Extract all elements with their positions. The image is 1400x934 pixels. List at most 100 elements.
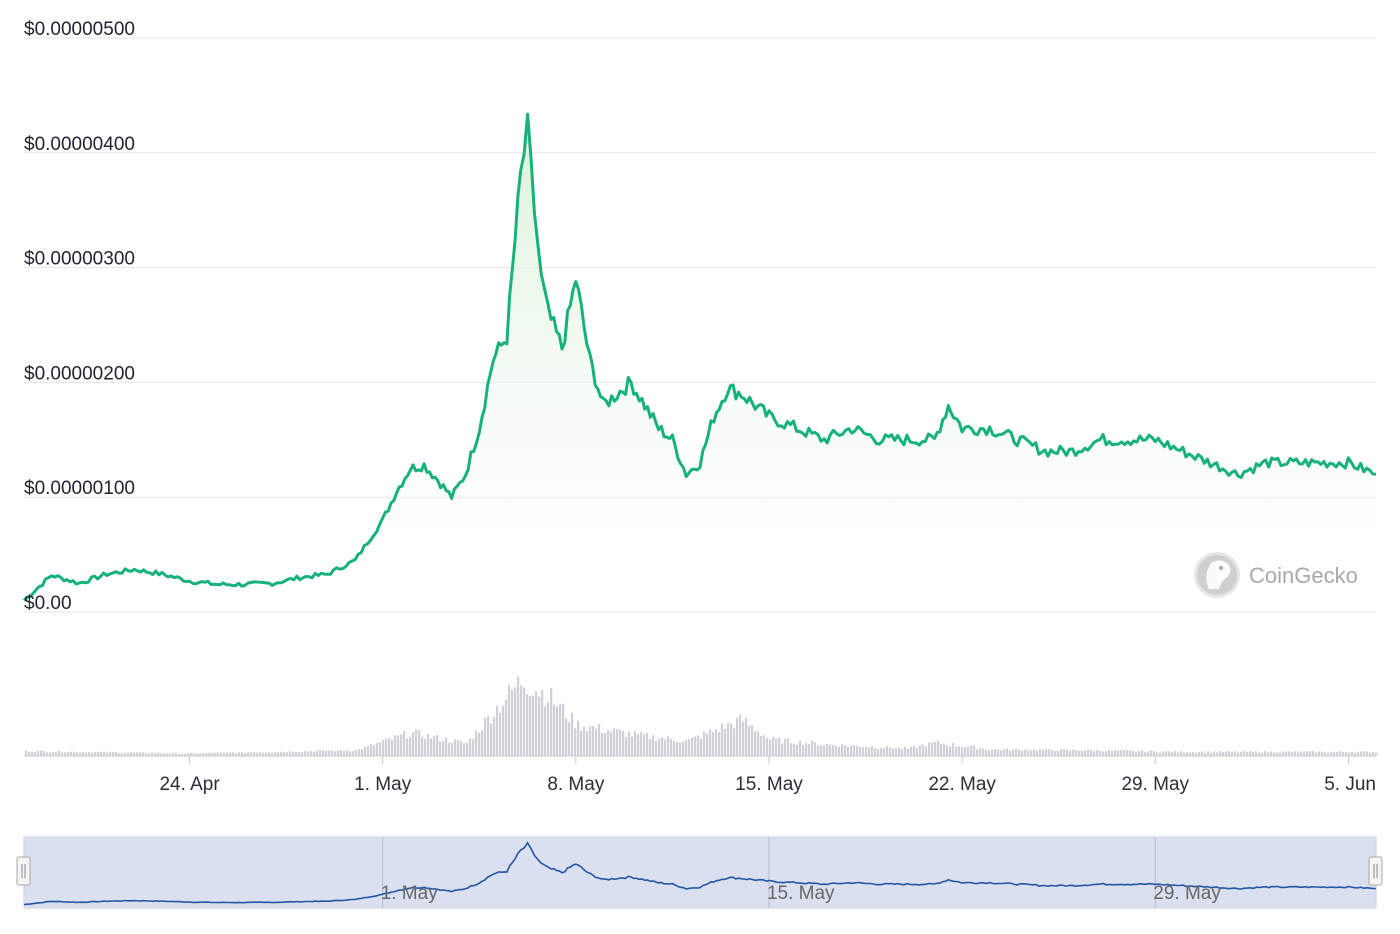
volume-bar (874, 748, 877, 756)
volume-bar (838, 747, 841, 756)
volume-bar (757, 731, 760, 756)
volume-bar (346, 750, 349, 756)
volume-bar (226, 752, 229, 756)
volume-bar (25, 750, 28, 756)
volume-bar (1339, 751, 1342, 756)
volume-bar (91, 752, 94, 756)
volume-bar (505, 699, 508, 756)
volume-bar (1216, 752, 1219, 756)
volume-bar (1165, 751, 1168, 756)
volume-bar (1027, 750, 1030, 756)
volume-bar (1135, 751, 1138, 756)
volume-bar (514, 687, 517, 756)
navigator[interactable]: 1. May 15. May 29. May (16, 836, 1383, 909)
volume-bar (466, 742, 469, 756)
volume-bar (637, 734, 640, 756)
volume-bar (1189, 752, 1192, 756)
volume-bar (946, 745, 949, 756)
volume-bar (352, 751, 355, 756)
volume-bar (259, 752, 262, 756)
volume-bar (751, 725, 754, 756)
volume-bar (1150, 750, 1153, 756)
volume-bar (712, 731, 715, 756)
volume-bar (58, 750, 61, 756)
volume-bar (220, 752, 223, 756)
volume-bar (610, 731, 613, 756)
volume-bar (157, 752, 160, 756)
volume-bar (1159, 752, 1162, 756)
y-tick-label: $0.00000300 (24, 249, 135, 270)
volume-bar (1240, 751, 1243, 756)
volume-bar (487, 716, 490, 756)
volume-bar (1270, 751, 1273, 756)
volume-bar (502, 705, 505, 756)
volume-bar (688, 739, 691, 756)
volume-bar (421, 736, 424, 756)
volume-bar (1111, 750, 1114, 756)
volume-bar (1192, 751, 1195, 756)
volume-bar (898, 747, 901, 756)
volume-bar (550, 688, 553, 756)
volume-bar (805, 742, 808, 756)
volume-bar (1255, 751, 1258, 756)
volume-bar (976, 749, 979, 756)
volume-bar (952, 743, 955, 756)
volume-bar (880, 748, 883, 756)
volume-bar (628, 731, 631, 756)
volume-bar (295, 752, 298, 756)
volume-bar (283, 751, 286, 756)
volume-bar (415, 729, 418, 756)
volume-bar (1267, 752, 1270, 756)
navigator-gridlines (382, 837, 1156, 908)
price-area (24, 114, 1376, 612)
volume-bar (970, 745, 973, 756)
volume-bar (1285, 751, 1288, 756)
volume-bar (457, 740, 460, 756)
navigator-left-handle[interactable] (16, 856, 31, 886)
volume-bar (1060, 749, 1063, 756)
volume-bar (373, 745, 376, 756)
volume-bar (1219, 751, 1222, 756)
volume-bar (229, 752, 232, 756)
volume-bar (1096, 750, 1099, 756)
volume-bar (538, 696, 541, 756)
volume-bar (979, 748, 982, 756)
volume-bar (1069, 750, 1072, 756)
volume-bar (607, 730, 610, 756)
volume-bar (1294, 751, 1297, 756)
volume-bar (787, 738, 790, 756)
navigator-line (23, 841, 1376, 906)
volume-bar (1177, 752, 1180, 756)
volume-bar (589, 726, 592, 756)
volume-bar (46, 752, 49, 756)
volume-bar (706, 733, 709, 756)
volume-bar (400, 734, 403, 756)
volume-bar (244, 752, 247, 756)
volume-bar (1144, 752, 1147, 756)
navigator-right-handle[interactable] (1368, 856, 1383, 886)
volume-bar (964, 746, 967, 756)
volume-bar (1303, 751, 1306, 756)
navigator-selection[interactable] (24, 837, 1376, 908)
volume-bar (889, 747, 892, 756)
volume-bar (613, 728, 616, 756)
volume-bar (670, 738, 673, 756)
volume-bar (649, 739, 652, 756)
volume-bar (37, 750, 40, 756)
volume-bar (172, 752, 175, 756)
volume-bar (1354, 752, 1357, 756)
volume-bar (109, 751, 112, 756)
volume-bar (397, 735, 400, 756)
volume-bar (64, 752, 67, 756)
volume-bar (1105, 751, 1108, 756)
volume-bar (1249, 751, 1252, 756)
volume-bar (1198, 752, 1201, 756)
volume-bar (511, 689, 514, 756)
volume-bar (664, 739, 667, 756)
volume-bar (1360, 751, 1363, 756)
volume-bar (394, 735, 397, 756)
brand-name: CoinGecko (1249, 563, 1358, 588)
volume-bar (754, 731, 757, 756)
volume-bar (163, 753, 166, 756)
volume-bar (232, 752, 235, 756)
